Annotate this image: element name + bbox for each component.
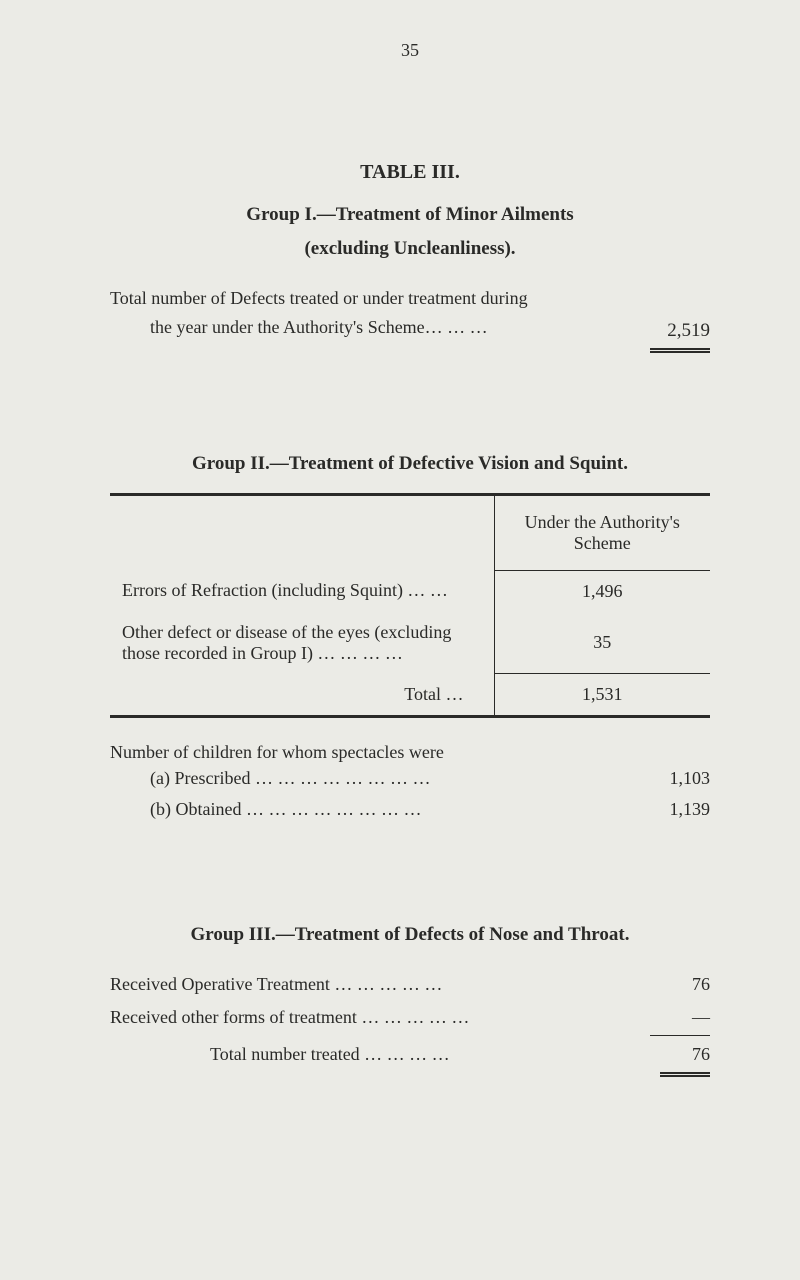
table-row: Errors of Refraction (including Squint) … (110, 570, 710, 612)
row-value: 1,496 (494, 570, 710, 612)
table-header-empty (110, 494, 494, 570)
spectacles-value: 1,103 (670, 763, 711, 794)
row-label: Other defect or disease of the eyes (exc… (110, 612, 494, 674)
spectacles-value: 1,139 (670, 794, 711, 825)
group2-heading: Group II.—Treatment of Defective Vision … (110, 453, 710, 475)
total-label: Total … (110, 674, 494, 717)
group2-table: Under the Authority's Scheme Errors of R… (110, 493, 710, 719)
table-header-value: Under the Authority's Scheme (494, 494, 710, 570)
table-total-row: Total … 1,531 (110, 674, 710, 717)
g3-label: Received Operative Treatment … … … … … (110, 968, 442, 1000)
g3-value: — (660, 1001, 710, 1033)
group1-value: 2,519 (650, 320, 710, 342)
row-value: 35 (494, 612, 710, 674)
spectacles-block: Number of children for whom spectacles w… (110, 742, 710, 824)
g3-total-value: 76 (660, 1038, 710, 1070)
double-rule (660, 1072, 710, 1077)
group1-line1: Total number of Defects treated or under… (110, 284, 710, 313)
g3-row: Received other forms of treatment … … … … (110, 1001, 710, 1033)
spectacles-label: (b) Obtained … … … … … … … … (110, 794, 421, 825)
spectacles-intro: Number of children for whom spectacles w… (110, 742, 710, 763)
g3-row: Received Operative Treatment … … … … … 7… (110, 968, 710, 1000)
total-value: 1,531 (494, 674, 710, 717)
spectacles-label: (a) Prescribed … … … … … … … … (110, 763, 430, 794)
row-label: Errors of Refraction (including Squint) … (110, 570, 494, 612)
group3-rows: Received Operative Treatment … … … … … 7… (110, 968, 710, 1077)
page-number: 35 (110, 40, 710, 61)
spectacles-row: (b) Obtained … … … … … … … … 1,139 (110, 794, 710, 825)
g3-total-label: Total number treated … … … … (110, 1038, 450, 1070)
group1-subheading: (excluding Uncleanliness). (110, 238, 710, 260)
group1-line2: the year under the Authority's Scheme… …… (110, 313, 488, 342)
table-row: Other defect or disease of the eyes (exc… (110, 612, 710, 674)
single-rule (650, 1035, 710, 1036)
g3-total-row: Total number treated … … … … 76 (110, 1038, 710, 1070)
g3-label: Received other forms of treatment … … … … (110, 1001, 469, 1033)
group3-heading: Group III.—Treatment of Defects of Nose … (110, 924, 710, 946)
table-heading: TABLE III. (110, 161, 710, 184)
g3-value: 76 (660, 968, 710, 1000)
group1-heading: Group I.—Treatment of Minor Ailments (110, 204, 710, 226)
spectacles-row: (a) Prescribed … … … … … … … … 1,103 (110, 763, 710, 794)
